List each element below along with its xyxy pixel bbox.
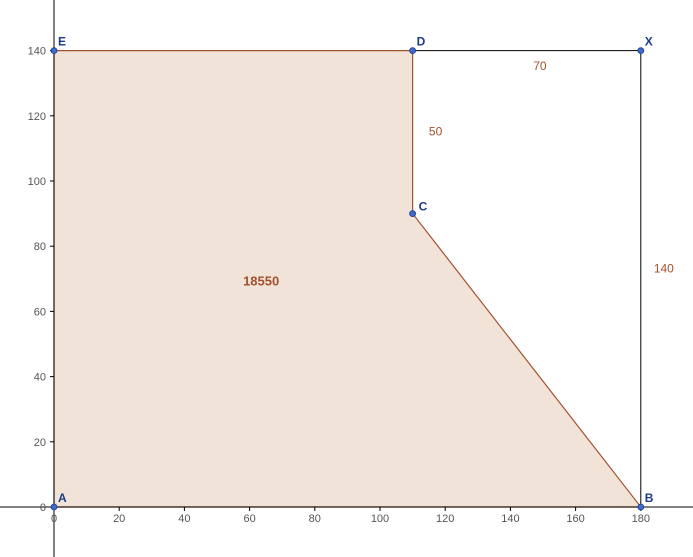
y-tick-label: 100: [28, 176, 46, 188]
y-tick-label: 0: [40, 502, 46, 514]
y-tick-label: 20: [34, 437, 46, 449]
point-label-x: X: [645, 35, 653, 49]
x-tick-label: 140: [501, 513, 519, 525]
x-tick-label: 60: [243, 513, 255, 525]
x-tick-label: 80: [309, 513, 321, 525]
point-x: [638, 48, 644, 54]
point-d: [410, 48, 416, 54]
y-tick-label: 80: [34, 241, 46, 253]
edge-label: 70: [533, 59, 547, 73]
x-tick-label: 120: [436, 513, 454, 525]
area-label: 18550: [243, 273, 279, 288]
y-tick-label: 60: [34, 306, 46, 318]
x-tick-label: 180: [632, 513, 650, 525]
point-e: [51, 48, 57, 54]
point-b: [638, 504, 644, 510]
geometry-plot: 0 20 40 60 80 100 120 140 160 180 0 20 40 60 80 100 120 1…: [0, 0, 693, 557]
x-tick-label: 40: [178, 513, 190, 525]
edge-label: 140: [654, 261, 674, 275]
point-label-a: A: [58, 491, 67, 505]
x-tick-label: 20: [113, 513, 125, 525]
point-label-b: B: [645, 491, 654, 505]
x-tick-label: 0: [51, 513, 57, 525]
y-tick-label: 120: [28, 111, 46, 123]
polygon-shape: [54, 51, 641, 507]
point-label-d: D: [417, 35, 426, 49]
point-label-c: C: [419, 200, 428, 214]
y-tick-label: 140: [28, 46, 46, 58]
point-a: [51, 504, 57, 510]
point-c: [410, 211, 416, 217]
point-label-e: E: [58, 35, 66, 49]
edge-label: 50: [429, 124, 443, 138]
y-tick-label: 40: [34, 372, 46, 384]
x-tick-label: 160: [566, 513, 584, 525]
x-tick-label: 100: [371, 513, 389, 525]
